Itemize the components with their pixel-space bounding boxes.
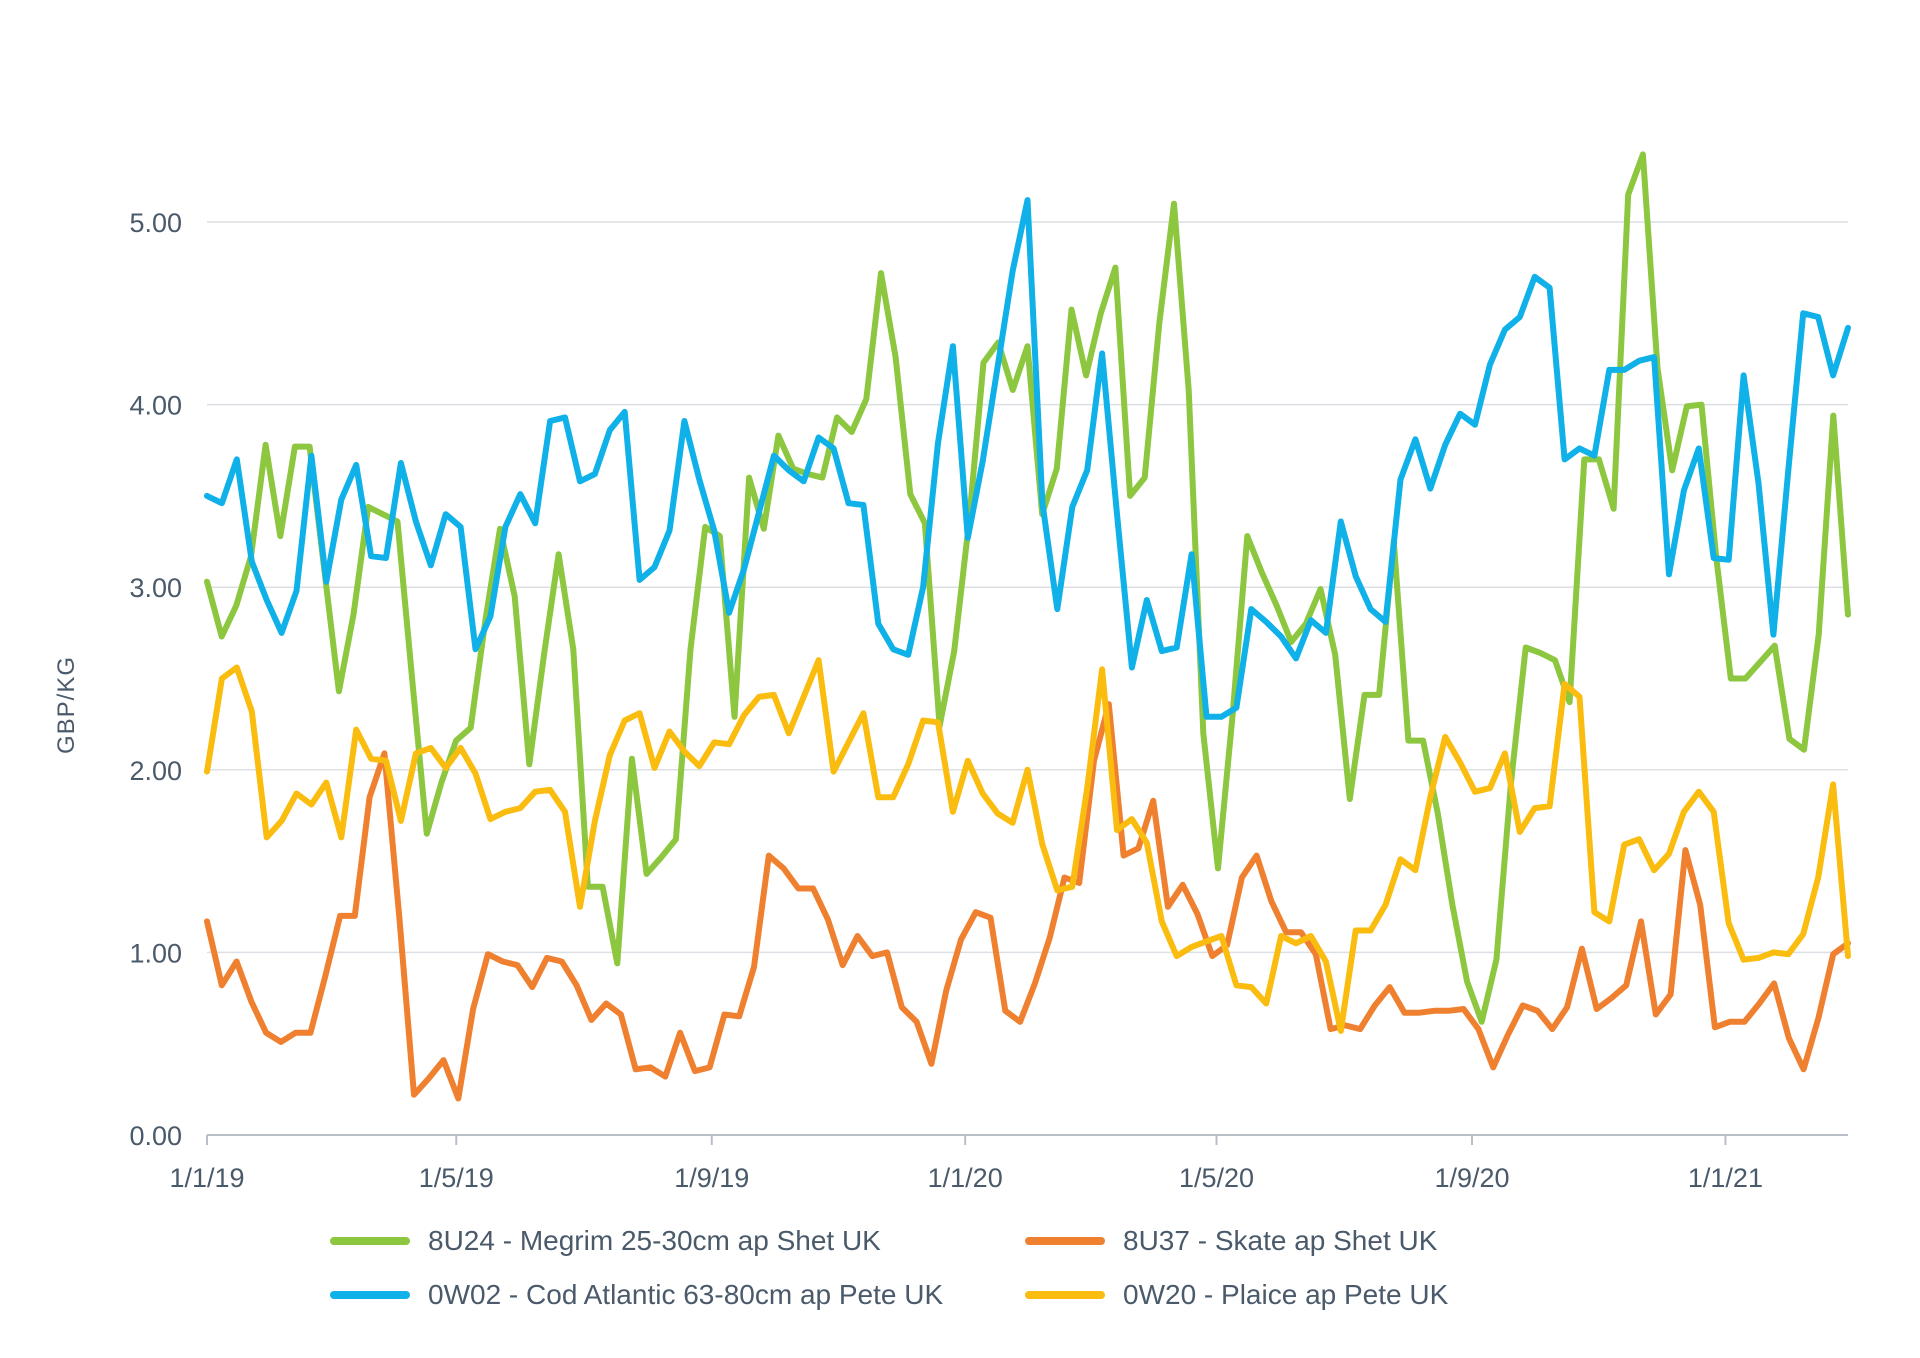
x-tick-label: 1/1/21 xyxy=(1688,1163,1763,1193)
legend-label-megrim: 8U24 - Megrim 25-30cm ap Shet UK xyxy=(428,1225,881,1256)
legend-swatch-cod xyxy=(330,1291,410,1299)
y-tick-label: 2.00 xyxy=(129,756,182,786)
legend-item-cod: 0W02 - Cod Atlantic 63-80cm ap Pete UK xyxy=(330,1279,943,1311)
y-tick-label: 4.00 xyxy=(129,391,182,421)
series-line-2 xyxy=(204,197,1851,720)
legend: 8U24 - Megrim 25-30cm ap Shet UK 8U37 - … xyxy=(330,1225,1730,1345)
y-axis-title: GBP/KG xyxy=(53,656,80,754)
x-tick-label: 1/1/20 xyxy=(928,1163,1003,1193)
legend-item-megrim: 8U24 - Megrim 25-30cm ap Shet UK xyxy=(330,1225,881,1257)
y-tick-label: 0.00 xyxy=(129,1121,182,1151)
y-tick-label: 1.00 xyxy=(129,938,182,968)
legend-label-plaice: 0W20 - Plaice ap Pete UK xyxy=(1123,1279,1449,1310)
series-line-1 xyxy=(204,701,1851,1102)
y-tick-label: 5.00 xyxy=(129,208,182,238)
legend-swatch-plaice xyxy=(1025,1291,1105,1299)
series-line-3 xyxy=(204,657,1851,1034)
legend-swatch-skate xyxy=(1025,1237,1105,1245)
legend-item-plaice: 0W20 - Plaice ap Pete UK xyxy=(1025,1279,1448,1311)
legend-label-cod: 0W02 - Cod Atlantic 63-80cm ap Pete UK xyxy=(428,1279,944,1310)
series-line-0 xyxy=(204,151,1851,1025)
x-tick-label: 1/9/20 xyxy=(1434,1163,1509,1193)
axes: 0.00 1.00 2.00 3.00 4.00 5.00 1/1/19 1/5/19 1/9/… xyxy=(129,208,1763,1193)
x-tick-label: 1/1/19 xyxy=(169,1163,244,1193)
y-tick-label: 3.00 xyxy=(129,573,182,603)
x-tick-label: 1/5/20 xyxy=(1179,1163,1254,1193)
legend-label-skate: 8U37 - Skate ap Shet UK xyxy=(1123,1225,1438,1256)
legend-item-skate: 8U37 - Skate ap Shet UK xyxy=(1025,1225,1437,1257)
series-lines xyxy=(204,151,1851,1102)
x-tick-label: 1/9/19 xyxy=(674,1163,749,1193)
legend-swatch-megrim xyxy=(330,1237,410,1245)
x-tick-label: 1/5/19 xyxy=(419,1163,494,1193)
